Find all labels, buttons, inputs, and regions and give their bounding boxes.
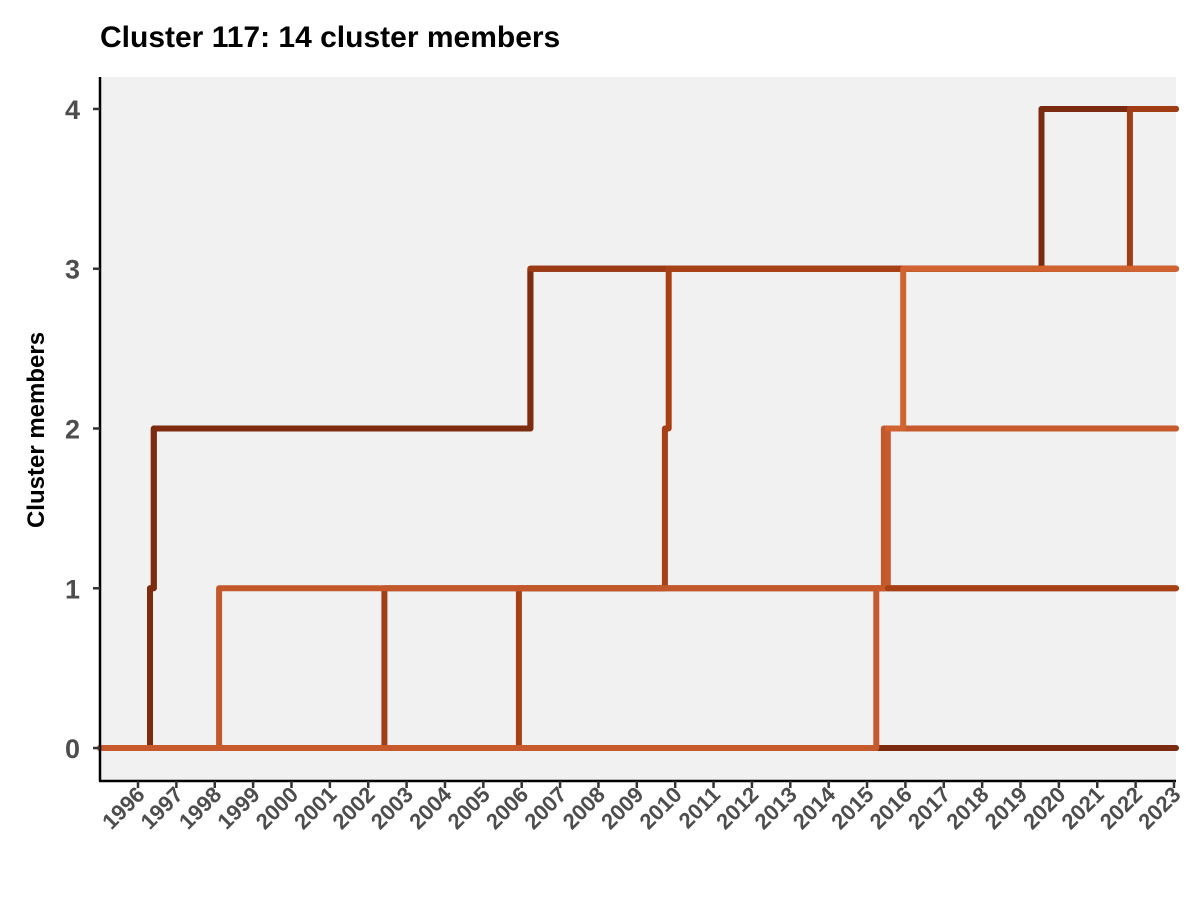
x-tick-label: 2003 [366, 782, 418, 834]
x-tick-label: 2012 [711, 782, 763, 834]
x-tick-label: 1999 [212, 782, 264, 834]
x-tick-label: 2009 [596, 782, 648, 834]
x-tick-label: 2022 [1095, 782, 1147, 834]
y-tick-label: 2 [65, 415, 80, 445]
series-line-7 [97, 265, 1179, 751]
x-tick-label: 2006 [481, 782, 533, 834]
x-axis-ticks: 1996199719981999200020012002200320042005… [97, 781, 1186, 834]
x-tick-label: 2015 [826, 782, 878, 834]
x-tick-label: 2010 [634, 782, 686, 834]
x-tick-label: 2018 [941, 782, 993, 834]
x-tick-label: 1996 [97, 782, 149, 834]
series-line-3 [97, 265, 672, 751]
y-tick-label: 0 [65, 734, 80, 764]
x-tick-label: 2019 [980, 782, 1032, 834]
x-tick-label: 1998 [174, 782, 226, 834]
x-tick-label: 2005 [443, 782, 495, 834]
series-layer [97, 106, 1179, 751]
x-tick-label: 2023 [1133, 782, 1185, 834]
x-tick-label: 2001 [289, 782, 341, 834]
y-axis-label: Cluster members [23, 332, 50, 528]
x-tick-label: 1997 [136, 782, 188, 834]
y-tick-label: 1 [65, 574, 80, 604]
chart-title: Cluster 117: 14 cluster members [100, 21, 560, 54]
x-tick-label: 2020 [1018, 782, 1070, 834]
x-tick-label: 2008 [558, 782, 610, 834]
x-tick-label: 2013 [750, 782, 802, 834]
x-tick-label: 2014 [788, 781, 841, 834]
x-tick-label: 2002 [327, 782, 379, 834]
x-tick-label: 2017 [903, 782, 955, 834]
series-line-10 [884, 265, 1179, 432]
y-tick-label: 4 [65, 95, 80, 125]
y-tick-label: 3 [65, 255, 80, 285]
y-axis-ticks: 0 1 2 3 4 [65, 95, 100, 764]
x-tick-label: 2011 [674, 782, 725, 833]
x-tick-label: 2004 [404, 781, 457, 834]
x-tick-label: 2021 [1057, 782, 1109, 834]
x-tick-label: 2016 [865, 782, 917, 834]
x-tick-label: 2007 [519, 782, 571, 834]
x-tick-label: 2000 [251, 782, 303, 834]
